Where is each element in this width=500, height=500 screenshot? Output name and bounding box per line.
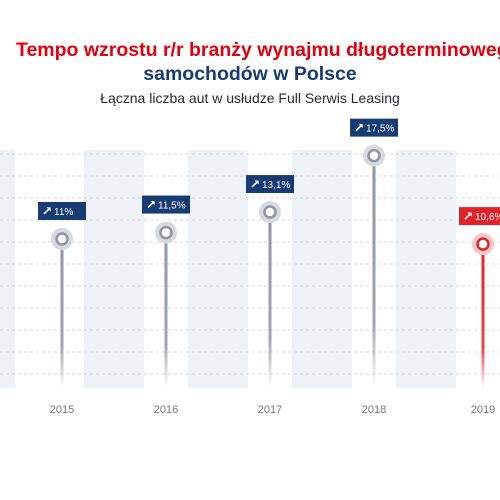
background-band [84,150,144,388]
background-band [0,150,15,388]
marker-2017 [263,205,277,219]
x-tick-label-2015: 2015 [50,404,74,416]
title-line-1: Tempo wzrostu r/r branży wynajmu długote… [16,39,500,61]
data-label-2015: 11% [54,207,73,218]
marker-2019 [476,237,490,251]
badge-2017 [246,175,294,194]
data-label-2019: 10,6% [475,212,500,223]
arrow-up-right-icon [150,200,155,206]
x-tick-label-2017: 2017 [258,404,282,416]
badge-2015 [38,201,86,220]
background-band [396,150,456,388]
data-label-2018: 17,5% [366,124,394,135]
x-tick-label-2019: 2019 [471,404,495,416]
marker-2015 [55,232,69,246]
background-band [292,150,352,388]
data-label-2017: 13,1% [262,180,290,191]
stem-2016 [164,232,168,388]
x-tick-label-2016: 2016 [154,404,178,416]
title-line-2: samochodów w Polsce [143,63,357,85]
chart-title: Tempo wzrostu r/r branży wynajmu długote… [0,38,500,86]
data-label-2016: 11,5% [158,201,186,212]
marker-2018 [367,148,381,163]
chart-subtitle: Łączna liczba aut w usłudze Full Serwis … [100,90,400,106]
stem-2017 [268,212,272,388]
badge-2016 [142,195,190,214]
arrow-up-right-icon [467,212,472,217]
arrow-up-right-icon [254,180,259,185]
x-tick-label-2018: 2018 [362,404,386,416]
background-band [188,150,248,388]
badge-2018 [350,118,398,137]
stem-2018 [372,155,376,388]
marker-2016 [159,225,173,240]
arrow-up-right-icon [358,124,363,129]
badge-2019 [459,207,500,226]
stem-2015 [60,238,64,388]
stem-2019 [481,244,485,388]
arrow-up-right-icon [46,207,51,212]
